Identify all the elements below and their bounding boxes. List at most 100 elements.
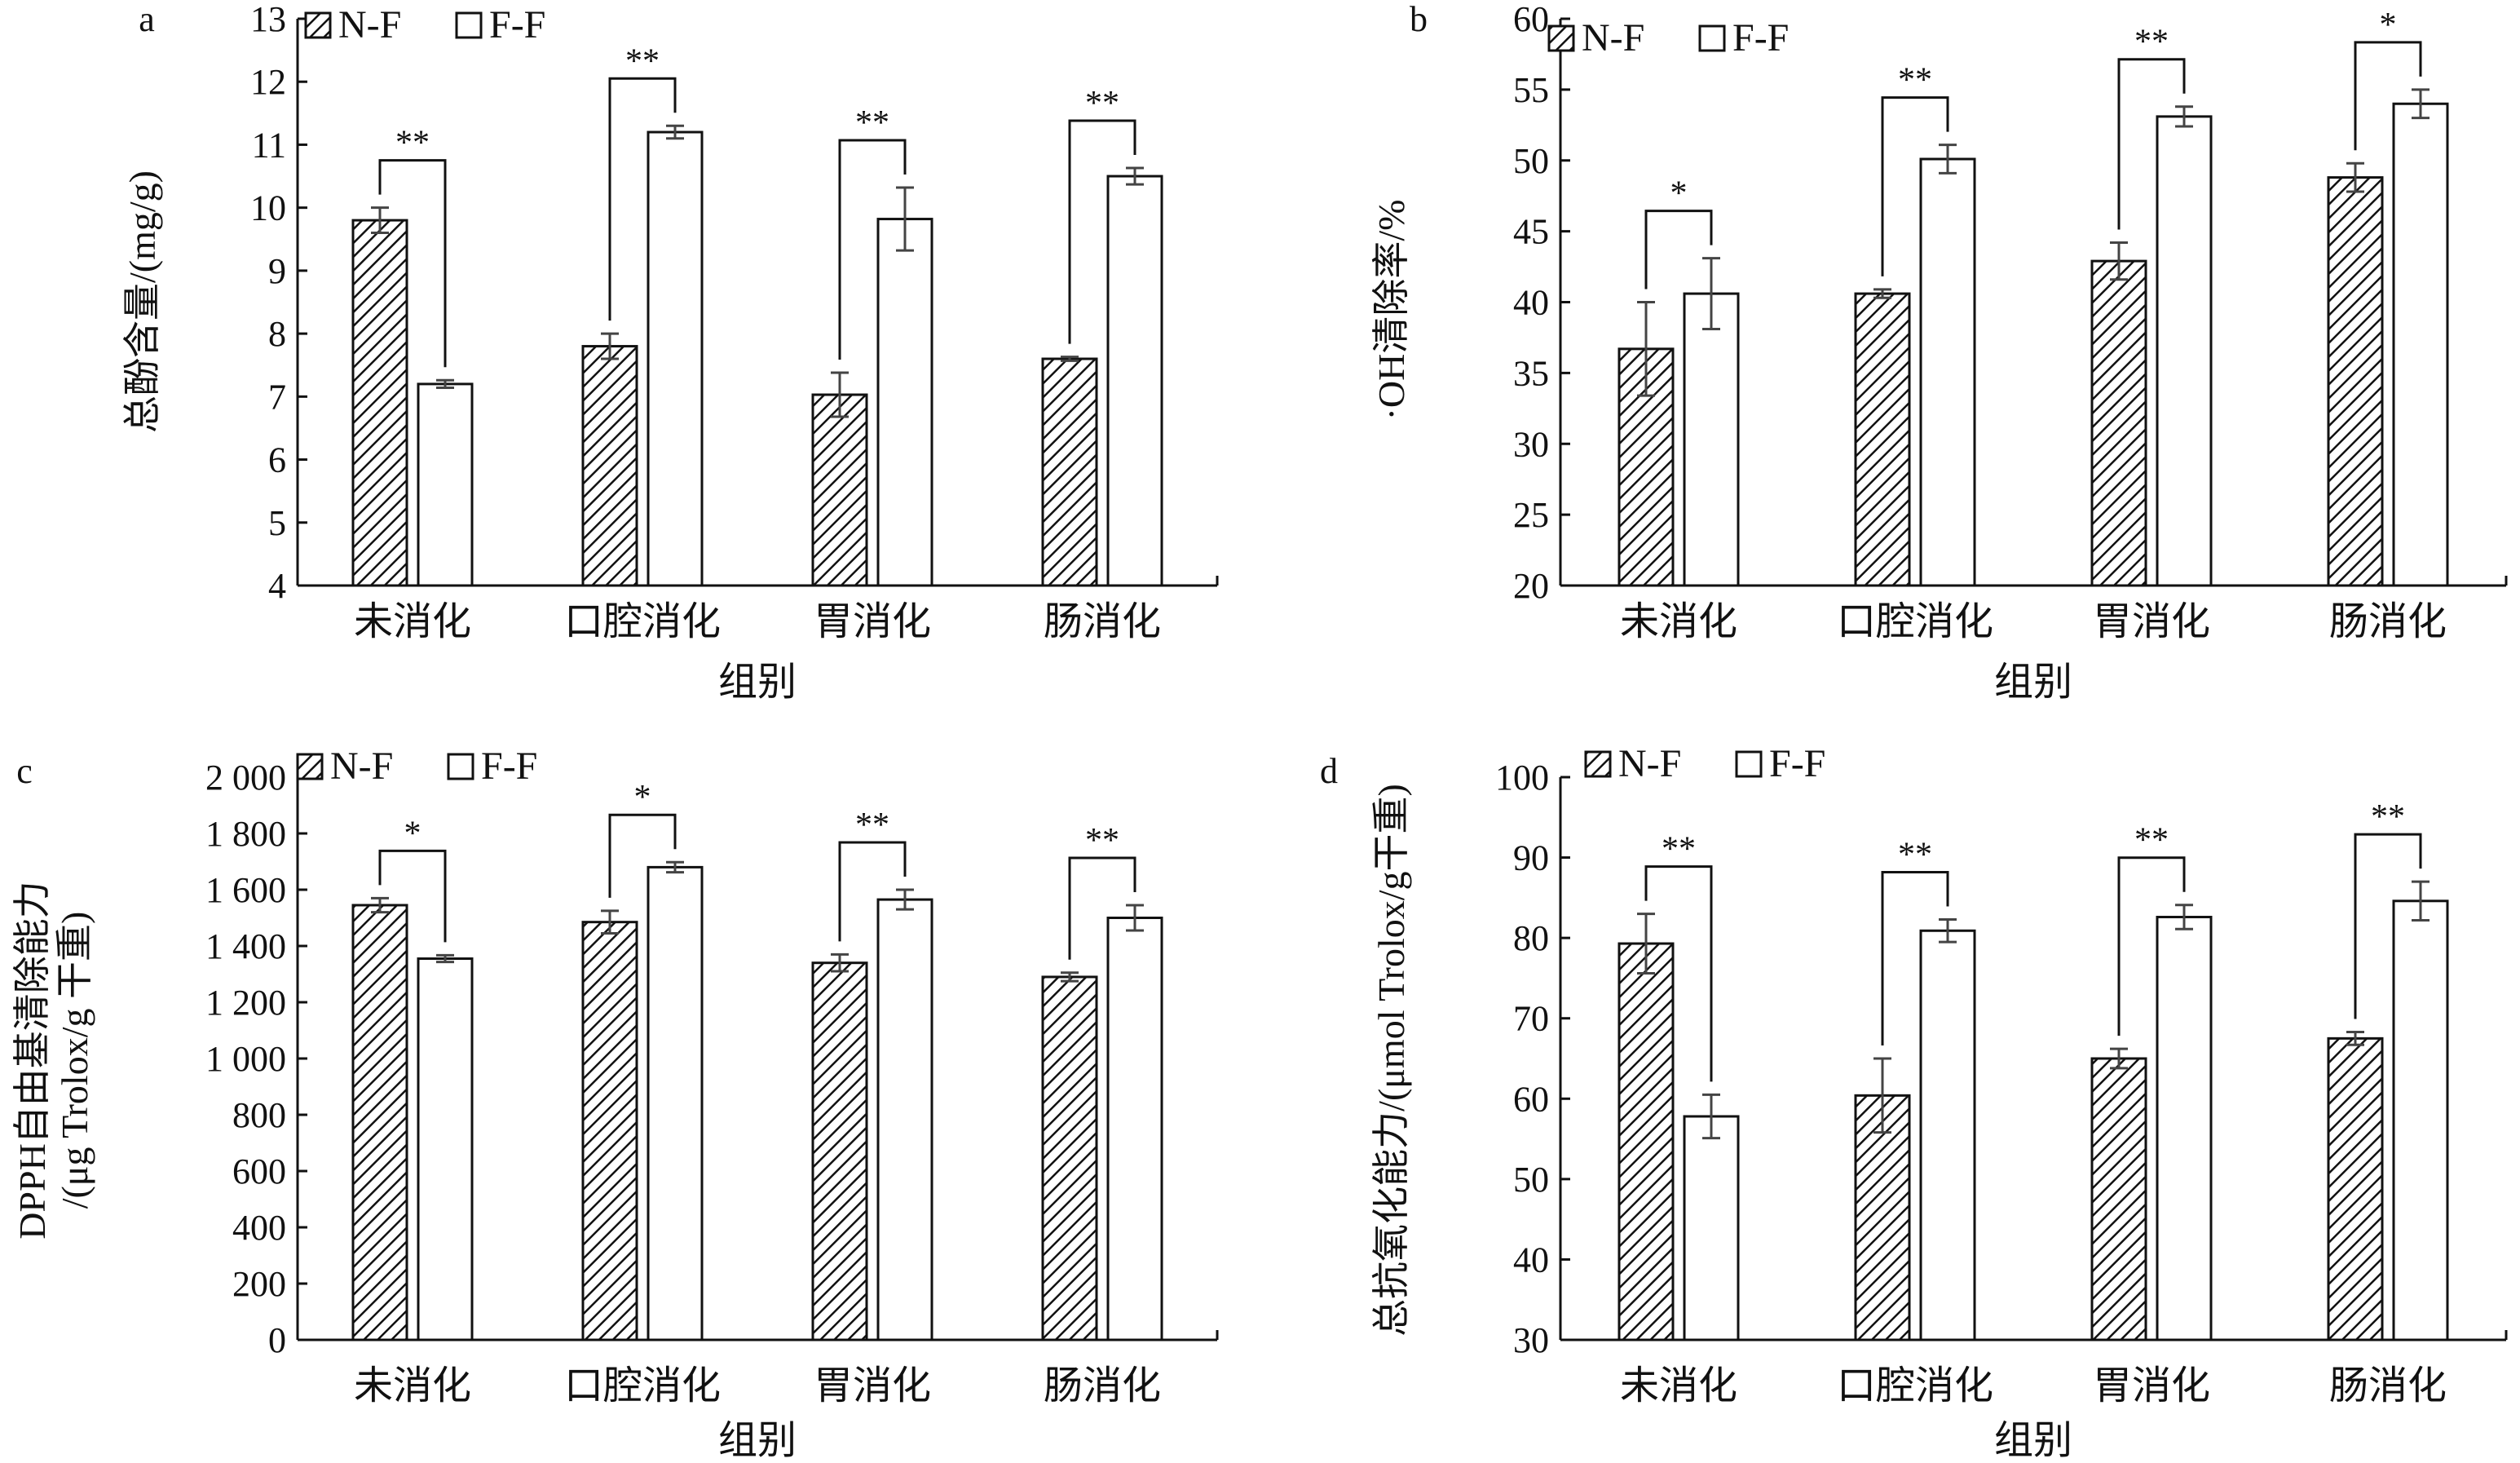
legend-label-ff: F-F [1732, 16, 1789, 60]
y-tick-label: 1 200 [205, 983, 286, 1023]
x-axis-label: 组别 [1994, 1419, 2072, 1462]
chart-panel-b: 20 25 30 35 40 45 50 55 60 b ·OH清除率/% N-F F-F * 未消化 ** 口… [1370, 0, 2508, 704]
y-tick-label: 9 [268, 251, 286, 291]
legend: N-F F-F [1584, 742, 1825, 785]
significance-marker: * [2380, 7, 2397, 44]
y-tick-label: 100 [1495, 758, 1549, 798]
bar-nf-1 [581, 345, 638, 587]
legend-label-ff: F-F [1769, 742, 1825, 785]
bar-nf-3 [1041, 975, 1098, 1341]
significance-marker: ** [1085, 85, 1119, 122]
y-tick-label: 50 [1513, 1160, 1549, 1200]
y-tick-label: 60 [1513, 1079, 1549, 1119]
bar-ff-3 [2392, 899, 2449, 1341]
y-tick-label: 7 [268, 377, 286, 417]
significance-marker: ** [1898, 836, 1932, 873]
significance-bracket [608, 813, 677, 898]
y-axis-label: ·OH清除率/% [1370, 200, 1412, 421]
bar-nf-2 [2090, 1057, 2147, 1341]
y-tick-label: 45 [1513, 212, 1549, 252]
y-tick-label: 80 [1513, 918, 1549, 958]
legend-label-nf: N-F [1618, 742, 1681, 785]
chart-panel-d: 30 40 50 60 70 80 90 100 d 总抗氧化能力/(μmol Trolox/g干… [1320, 742, 2508, 1462]
y-tick-label: 4 [268, 566, 286, 606]
panel-letter: d [1320, 751, 1338, 791]
x-axis-label: 组别 [718, 1419, 797, 1462]
significance-bracket [378, 849, 447, 943]
significance-marker: * [634, 779, 651, 816]
legend: N-F F-F [1547, 16, 1789, 60]
legend-label-ff: F-F [489, 3, 545, 46]
x-tick-label: 肠消化 [1044, 1364, 1161, 1408]
y-axis-label: 总酚含量/(mg/g) [121, 170, 163, 433]
y-tick-label: 8 [268, 314, 286, 354]
x-tick-label: 未消化 [1620, 1364, 1737, 1408]
x-tick-label: 胃消化 [2093, 600, 2210, 643]
bar-ff-0 [417, 957, 474, 1341]
y-axis-label: DPPH自由基清除能力 [11, 881, 53, 1240]
legend-label-nf: N-F [338, 3, 401, 46]
significance-marker: ** [1898, 62, 1932, 99]
y-tick-label: 2 000 [205, 758, 286, 798]
bar-ff-2 [876, 218, 933, 587]
y-tick-label: 1 600 [205, 870, 286, 910]
bar-ff-2 [2156, 916, 2213, 1341]
panel-letter: a [139, 0, 155, 39]
significance-bracket [1644, 865, 1713, 1082]
x-tick-label: 口腔消化 [564, 1364, 721, 1408]
significance-marker: ** [2134, 24, 2169, 61]
bar-ff-2 [876, 898, 933, 1341]
y-tick-label: 1 000 [205, 1039, 286, 1079]
legend-swatch-nf [304, 11, 332, 39]
bar-nf-3 [1041, 357, 1098, 587]
significance-bracket [608, 77, 677, 321]
bar-ff-3 [1106, 917, 1163, 1341]
legend-swatch-nf [1584, 750, 1612, 778]
significance-bracket [2117, 856, 2186, 1036]
x-tick-label: 胃消化 [814, 1364, 931, 1408]
legend-label-nf: N-F [1582, 16, 1644, 60]
y-tick-label: 60 [1513, 0, 1549, 39]
legend-label-nf: N-F [330, 745, 393, 788]
bar-ff-3 [1106, 175, 1163, 587]
x-tick-label: 未消化 [354, 600, 471, 643]
y-tick-label: 70 [1513, 999, 1549, 1039]
x-tick-label: 口腔消化 [564, 600, 721, 643]
bar-ff-3 [2392, 102, 2449, 587]
y-tick-label: 10 [250, 188, 286, 228]
legend-swatch-ff [447, 753, 474, 780]
x-tick-label: 胃消化 [2093, 1364, 2210, 1408]
significance-marker: ** [2134, 822, 2169, 860]
significance-marker: ** [855, 807, 889, 844]
x-tick-label: 肠消化 [2329, 600, 2447, 643]
x-tick-label: 未消化 [354, 1364, 471, 1408]
x-tick-label: 口腔消化 [1837, 1364, 1993, 1408]
bar-nf-1 [581, 921, 638, 1341]
legend-swatch-nf [1547, 24, 1575, 52]
y-tick-label: 1 400 [205, 926, 286, 966]
significance-marker: * [1670, 175, 1688, 213]
significance-bracket [378, 159, 447, 368]
bar-ff-1 [1919, 157, 1976, 587]
y-tick-label: 40 [1513, 283, 1549, 323]
panel-letter: b [1410, 0, 1428, 39]
significance-bracket [1644, 210, 1713, 290]
bar-ff-0 [1683, 292, 1740, 587]
bar-ff-0 [1683, 1115, 1740, 1341]
x-tick-label: 肠消化 [2329, 1364, 2447, 1408]
chart-panel-a: 4 5 6 7 8 9 10 11 12 13 a 总酚含量/(mg/g) N-F F-F ** 未消化 ** 口… [121, 0, 1219, 704]
bar-nf-3 [2327, 1036, 2384, 1341]
y-tick-label: 40 [1513, 1240, 1549, 1280]
y-tick-label: 55 [1513, 70, 1549, 110]
x-tick-label: 肠消化 [1044, 600, 1161, 643]
significance-bracket [1881, 870, 1949, 1045]
x-tick-label: 胃消化 [814, 600, 931, 643]
bar-ff-1 [647, 130, 704, 587]
bar-nf-0 [351, 904, 408, 1341]
legend-label-ff: F-F [481, 745, 537, 788]
x-axis-label: 组别 [1994, 661, 2072, 704]
bar-ff-0 [417, 382, 474, 587]
chart-panel-c: 0 200 400 600 800 1 000 1 200 1 400 1 600 1 800 2 … [11, 745, 1219, 1462]
bar-ff-1 [1919, 929, 1976, 1341]
y-tick-label: 800 [232, 1095, 286, 1135]
